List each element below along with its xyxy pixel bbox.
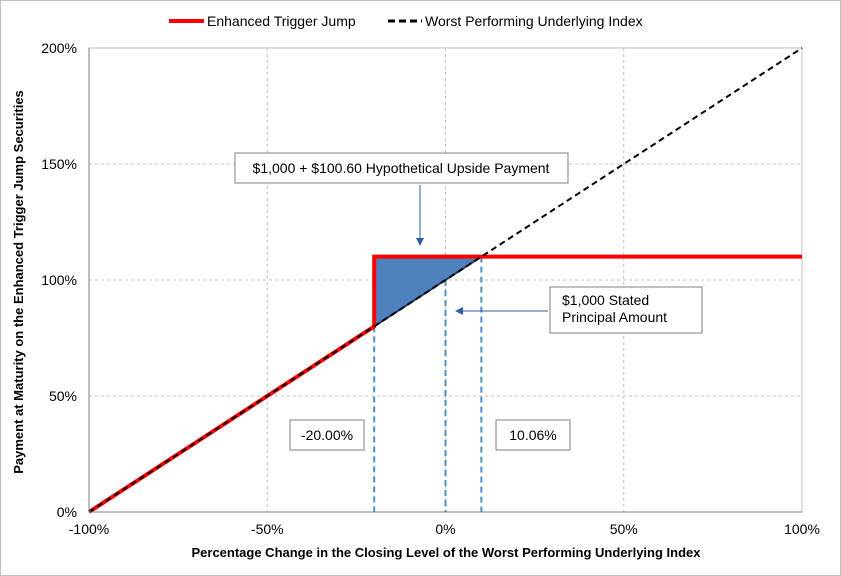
y-axis-title: Payment at Maturity on the Enhanced Trig… bbox=[11, 90, 26, 474]
annotation-trigger-level-box bbox=[289, 419, 365, 451]
annotation-trigger-level-text: -20.00% bbox=[301, 427, 353, 443]
annotation-upside-level-text: 10.06% bbox=[509, 427, 556, 443]
annotation-upside-level-box bbox=[495, 419, 571, 451]
legend: Enhanced Trigger Jump Worst Performing U… bbox=[169, 13, 643, 29]
axes bbox=[88, 48, 802, 513]
legend-label-enhanced-trigger-jump: Enhanced Trigger Jump bbox=[207, 13, 356, 29]
series-line-worst-performing-underlying-index bbox=[88, 47, 803, 513]
series-group bbox=[87, 47, 803, 514]
y-tick-label: 200% bbox=[41, 40, 77, 56]
annotation-upside-payment: $1,000 + $100.60 Hypothetical Upside Pay… bbox=[234, 152, 569, 246]
y-tick-label: 100% bbox=[41, 272, 77, 288]
annotation-stated-principal-line1: $1,000 Stated bbox=[562, 292, 649, 308]
reference-lines bbox=[373, 256, 483, 512]
y-tick-label: 150% bbox=[41, 156, 77, 172]
annotation-stated-principal-box bbox=[549, 286, 703, 334]
annotation-upside-level: 10.06% bbox=[495, 419, 571, 451]
annotation-stated-principal-arrowhead bbox=[455, 307, 463, 315]
annotation-upside-payment-box bbox=[234, 152, 569, 184]
x-tick-label: 50% bbox=[610, 521, 638, 537]
annotation-stated-principal-line2: Principal Amount bbox=[562, 309, 667, 325]
y-tick-label: 50% bbox=[49, 388, 77, 404]
x-tick-label: -50% bbox=[251, 521, 284, 537]
x-tick-label: 0% bbox=[435, 521, 455, 537]
annotation-upside-payment-arrowhead bbox=[416, 238, 424, 246]
x-tick-label: -100% bbox=[69, 521, 109, 537]
annotation-upside-payment-text: $1,000 + $100.60 Hypothetical Upside Pay… bbox=[253, 160, 550, 176]
tick-labels: 0% 50% 100% 150% 200% -100% -50% 0% 50% 100% bbox=[41, 40, 820, 537]
annotation-stated-principal: $1,000 Stated Principal Amount bbox=[455, 286, 703, 334]
y-tick-label: 0% bbox=[57, 504, 77, 520]
annotation-trigger-level: -20.00% bbox=[289, 419, 365, 451]
x-axis-title: Percentage Change in the Closing Level o… bbox=[191, 545, 701, 560]
legend-label-worst-performing-underlying-index: Worst Performing Underlying Index bbox=[425, 13, 643, 29]
x-tick-label: 100% bbox=[784, 521, 820, 537]
